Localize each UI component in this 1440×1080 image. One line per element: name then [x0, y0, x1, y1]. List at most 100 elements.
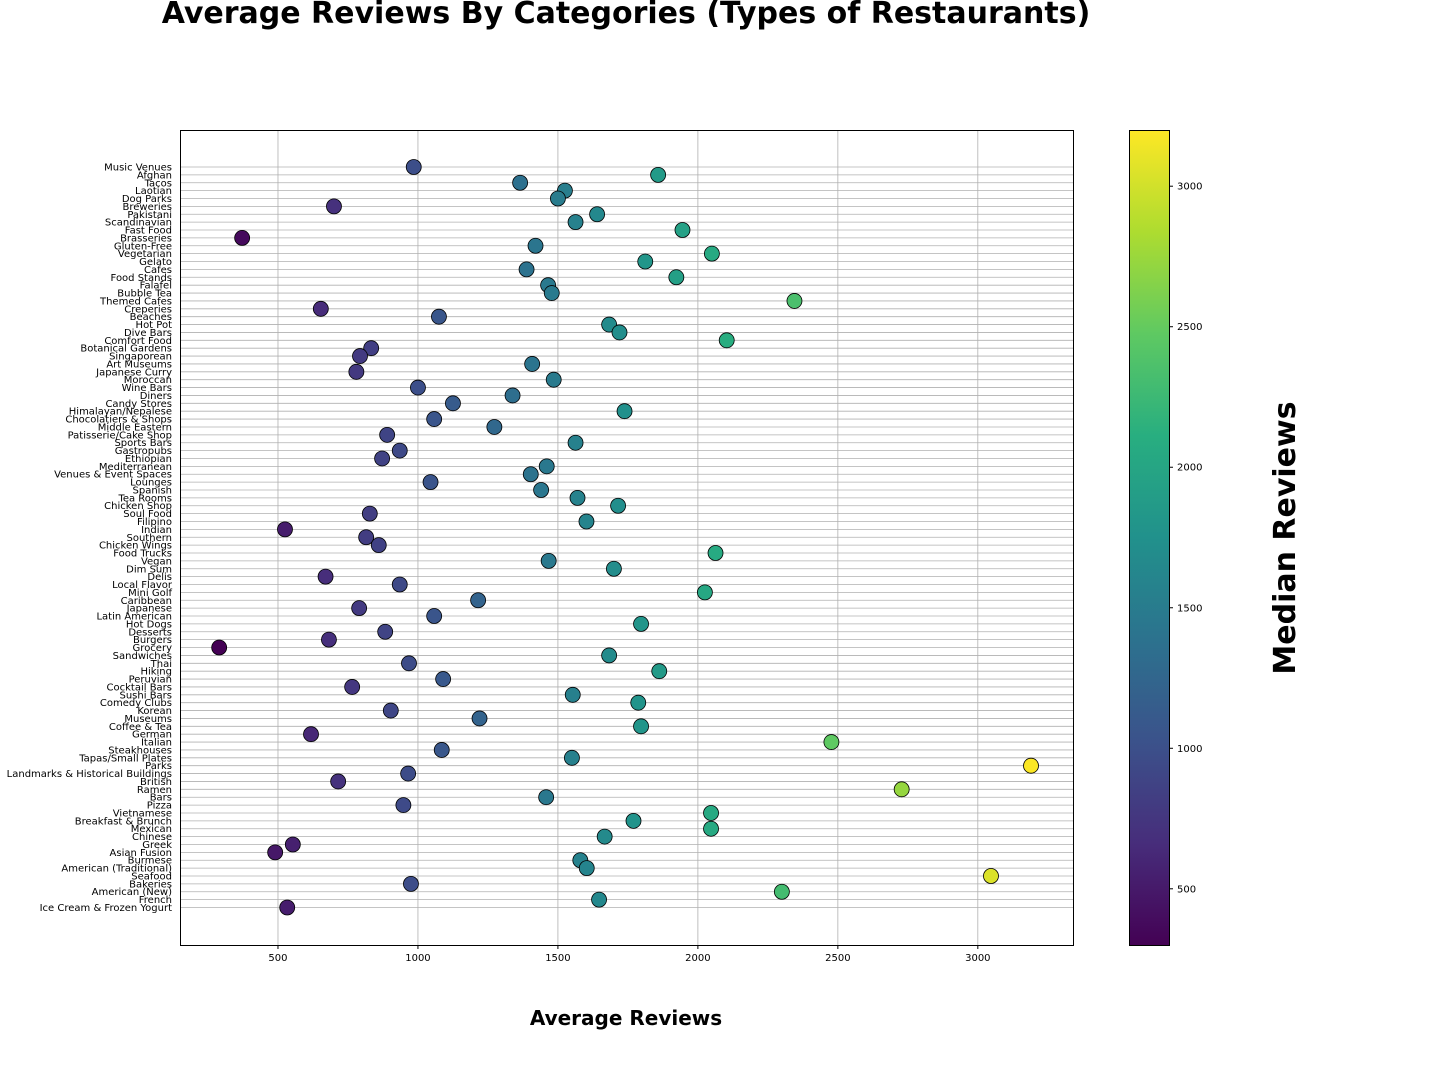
- data-point: [611, 324, 628, 341]
- y-tick-label: Indian: [141, 525, 172, 536]
- y-tick-label: Candy Stores: [105, 399, 172, 410]
- y-tick-label: Latin American: [96, 612, 172, 623]
- y-tick-label: American (New): [92, 887, 172, 898]
- y-tick-label: American (Traditional): [61, 864, 172, 875]
- y-tick-label: Cocktail Bars: [107, 682, 172, 693]
- x-tick-label: 1000: [405, 953, 430, 964]
- data-points: [211, 159, 1039, 916]
- data-point: [391, 576, 408, 593]
- data-point: [379, 426, 396, 443]
- y-tick-label: Comedy Clubs: [100, 698, 172, 709]
- data-point: [330, 773, 347, 790]
- y-tick-label: Beaches: [130, 312, 172, 323]
- data-point: [696, 584, 713, 601]
- data-point: [410, 379, 426, 396]
- data-point: [545, 371, 562, 388]
- y-tick-label: Chicken Wings: [99, 541, 172, 552]
- data-point: [591, 891, 607, 908]
- data-point: [569, 489, 586, 506]
- data-point: [352, 348, 368, 364]
- y-tick-label: Vegetarian: [118, 249, 172, 260]
- colorbar-tick-label: 1500: [1177, 603, 1202, 614]
- y-tick-label: Gelato: [139, 257, 172, 268]
- y-tick-label: Bakeries: [129, 879, 172, 890]
- data-point: [211, 639, 228, 656]
- y-tick-label: Tapas/Small Plates: [78, 753, 172, 764]
- y-tick-label: Scandinavian: [105, 218, 172, 229]
- y-tick-label: Hot Dogs: [126, 619, 172, 630]
- y-tick-label: British: [140, 777, 172, 788]
- y-tick-label: Thai: [150, 659, 172, 670]
- y-tick-label: Caribbean: [121, 596, 172, 607]
- data-point: [596, 828, 613, 845]
- data-point: [374, 450, 391, 467]
- data-point: [377, 623, 394, 640]
- y-tick-label: Himalayan/Nepalese: [69, 407, 172, 418]
- y-tick-label: Asian Fusion: [110, 848, 172, 859]
- y-tick-label: Comfort Food: [104, 336, 172, 347]
- data-point: [589, 206, 606, 223]
- y-tick-label: Food Trucks: [113, 549, 172, 560]
- y-tick-label: Chinese: [132, 832, 172, 843]
- data-point: [564, 686, 581, 703]
- y-tick-label: Chicken Shop: [104, 501, 172, 512]
- data-point: [391, 442, 408, 459]
- y-tick-label: Cafes: [144, 265, 172, 276]
- y-tick-label: Sports Bars: [114, 438, 172, 449]
- y-tick-label: Afghan: [137, 170, 172, 181]
- y-tick-label: Bars: [150, 793, 172, 804]
- y-tick-label: Music Venues: [104, 163, 172, 174]
- colorbar-tick-label: 2500: [1177, 322, 1202, 333]
- data-point: [358, 529, 375, 546]
- x-tick-label: 2500: [825, 953, 850, 964]
- y-tick-label: Wine Bars: [122, 383, 172, 394]
- data-point: [650, 166, 667, 183]
- data-point: [540, 552, 557, 569]
- data-point: [606, 560, 622, 577]
- colorbar-tick-label: 2000: [1177, 463, 1202, 474]
- y-tick-label: Patisserie/Cake Shop: [68, 430, 172, 441]
- data-point: [351, 600, 368, 617]
- y-tick-label: Singaporean: [109, 352, 172, 363]
- y-tick-label: Tacos: [144, 178, 172, 189]
- y-tick-label: Moroccan: [124, 375, 172, 386]
- y-tick-label: Delis: [147, 572, 172, 583]
- y-tick-label: Sushi Bars: [120, 690, 173, 701]
- data-point: [786, 293, 803, 309]
- y-tick-label: Creperies: [124, 304, 172, 315]
- y-tick-label: Falafel: [140, 281, 172, 292]
- data-point: [674, 222, 691, 238]
- data-point: [431, 308, 447, 325]
- y-tick-label: Steakhouses: [108, 745, 172, 756]
- y-tick-label: German: [132, 730, 172, 741]
- y-tick-label: Burgers: [133, 635, 172, 646]
- y-tick-label: Laotian: [135, 186, 172, 197]
- y-tick-label: Art Museums: [106, 359, 172, 370]
- data-point: [471, 710, 488, 727]
- data-point: [893, 781, 910, 798]
- y-tick-label: Soul Food: [123, 509, 172, 520]
- data-point: [504, 387, 521, 404]
- data-point: [616, 403, 633, 420]
- plot-frame: [180, 130, 1074, 946]
- data-point: [370, 537, 387, 554]
- y-tick-label: Themed Cafes: [99, 296, 172, 307]
- y-tick-label: Desserts: [128, 627, 172, 638]
- x-tick-label: 1500: [545, 953, 570, 964]
- y-tick-label: Southern: [127, 533, 173, 544]
- y-tick-label: Spanish: [133, 485, 173, 496]
- y-tick-label: Greek: [142, 840, 172, 851]
- data-point: [633, 718, 649, 735]
- data-point: [303, 726, 319, 743]
- data-point: [538, 789, 555, 806]
- data-point: [703, 245, 720, 262]
- y-tick-label: Japanese: [126, 604, 172, 615]
- y-tick-label: Peruvian: [129, 675, 172, 686]
- y-tick-label: Middle Eastern: [98, 422, 172, 433]
- data-point: [426, 411, 443, 427]
- y-tick-label: Filipino: [137, 517, 172, 528]
- y-tick-label: Mini Golf: [128, 588, 172, 599]
- data-point: [630, 694, 647, 711]
- data-point: [445, 395, 461, 412]
